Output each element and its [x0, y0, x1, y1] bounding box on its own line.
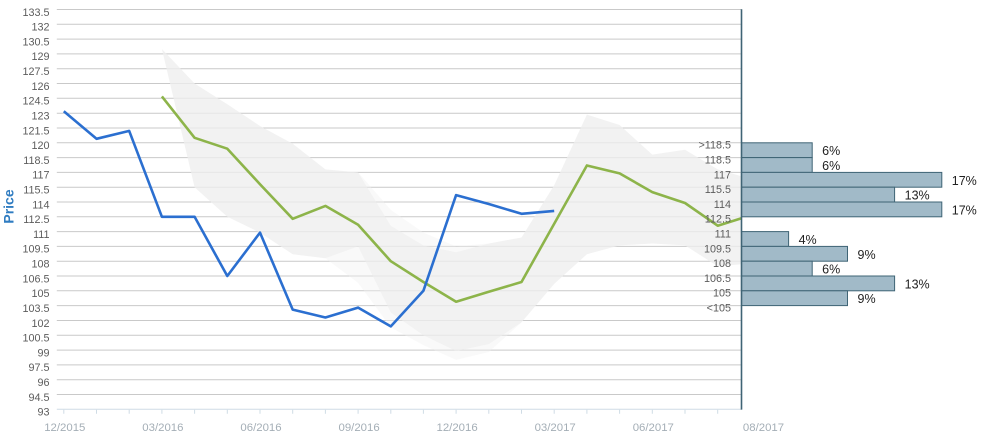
svg-text:105: 105 — [713, 288, 731, 300]
svg-text:94.5: 94.5 — [28, 392, 49, 404]
svg-text:121.5: 121.5 — [22, 125, 49, 137]
svg-text:115.5: 115.5 — [23, 185, 49, 197]
svg-text:06/2016: 06/2016 — [240, 422, 281, 434]
svg-text:17%: 17% — [952, 203, 977, 217]
svg-text:112.5: 112.5 — [705, 214, 731, 226]
svg-text:103.5: 103.5 — [22, 303, 49, 315]
svg-text:09/2016: 09/2016 — [339, 422, 380, 434]
svg-text:>118.5: >118.5 — [698, 140, 731, 152]
svg-text:03/2016: 03/2016 — [142, 422, 183, 434]
svg-text:12/2015: 12/2015 — [44, 422, 85, 434]
svg-text:97.5: 97.5 — [28, 362, 49, 374]
svg-text:120: 120 — [31, 140, 49, 152]
svg-text:13%: 13% — [905, 189, 930, 203]
svg-text:111: 111 — [715, 229, 731, 241]
svg-text:13%: 13% — [905, 277, 930, 291]
svg-text:108: 108 — [713, 258, 731, 270]
svg-text:127.5: 127.5 — [22, 66, 49, 78]
svg-text:Price: Price — [1, 189, 17, 223]
svg-text:133.5: 133.5 — [22, 7, 49, 19]
svg-text:96: 96 — [37, 377, 49, 389]
svg-text:102: 102 — [31, 318, 49, 330]
svg-text:4%: 4% — [799, 233, 817, 247]
svg-text:6%: 6% — [822, 144, 840, 158]
svg-text:114: 114 — [714, 199, 731, 211]
svg-text:111: 111 — [33, 229, 49, 241]
svg-text:100.5: 100.5 — [22, 333, 49, 345]
svg-text:12/2016: 12/2016 — [437, 422, 478, 434]
svg-text:6%: 6% — [822, 159, 840, 173]
svg-text:<105: <105 — [707, 303, 731, 315]
svg-text:08/2017: 08/2017 — [743, 422, 784, 434]
svg-text:109.5: 109.5 — [704, 243, 731, 255]
svg-text:118.5: 118.5 — [23, 155, 49, 167]
svg-text:123: 123 — [31, 111, 49, 123]
svg-text:130.5: 130.5 — [22, 36, 49, 48]
svg-text:114: 114 — [32, 199, 49, 211]
svg-text:9%: 9% — [858, 248, 876, 262]
svg-text:108: 108 — [31, 259, 49, 271]
svg-text:17%: 17% — [952, 174, 977, 188]
svg-text:6%: 6% — [822, 263, 840, 277]
svg-text:115.5: 115.5 — [705, 184, 731, 196]
svg-text:105: 105 — [31, 288, 49, 300]
svg-text:99: 99 — [37, 347, 49, 359]
svg-text:118.5: 118.5 — [705, 155, 731, 167]
svg-text:132: 132 — [31, 22, 49, 34]
svg-text:124.5: 124.5 — [22, 96, 49, 108]
svg-text:03/2017: 03/2017 — [535, 422, 576, 434]
svg-text:9%: 9% — [858, 292, 876, 306]
svg-text:126: 126 — [31, 81, 49, 93]
svg-text:106.5: 106.5 — [22, 273, 49, 285]
svg-text:117: 117 — [714, 169, 731, 181]
svg-text:112.5: 112.5 — [23, 214, 49, 226]
svg-text:109.5: 109.5 — [22, 244, 49, 256]
svg-text:129: 129 — [31, 51, 49, 63]
svg-text:117: 117 — [32, 170, 49, 182]
svg-text:106.5: 106.5 — [704, 273, 731, 285]
svg-text:93: 93 — [37, 407, 49, 419]
svg-text:06/2017: 06/2017 — [633, 422, 674, 434]
